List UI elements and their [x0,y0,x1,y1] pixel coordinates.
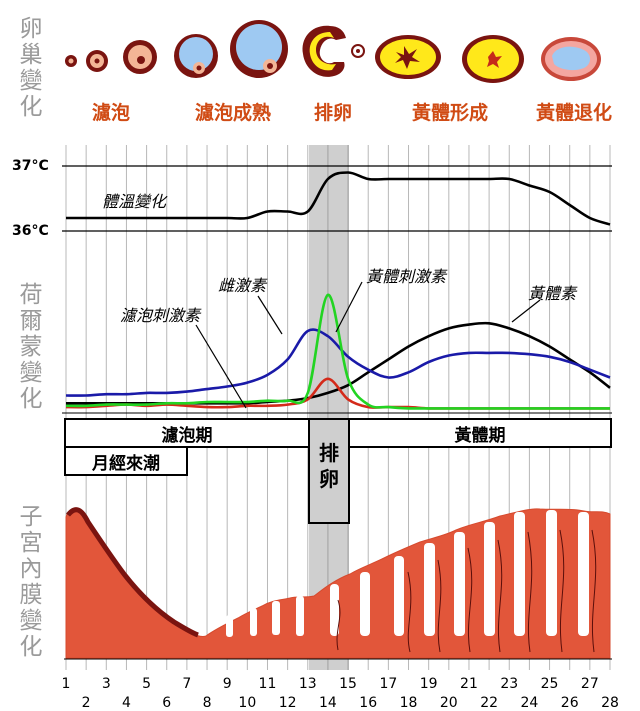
estrogen-pointer [257,295,283,335]
day-label: 17 [379,676,398,692]
follicle-4-antrum [179,37,213,71]
fsh-label: 濾泡刺激素 [120,306,201,325]
temp-high-label: 37°C [12,158,49,174]
endometrium-shedding-edge [66,507,199,638]
temperature-curve [66,171,611,226]
day-label: 26 [560,695,579,711]
follicular-phase-box: 濾泡期 [64,418,310,448]
ovary-changes-label: 卵巢變化 [19,16,43,120]
estrogen-curve [65,328,611,397]
stage-corpus-luteum-regression: 黃體退化 [535,102,613,124]
day-label: 19 [419,676,438,692]
menstruation-box: 月經來潮 [64,446,188,476]
endometrial-glands [226,510,589,637]
day-label: 22 [480,695,499,711]
stage-corpus-luteum-formation: 黃體形成 [411,102,489,124]
follicle-5-antrum [236,24,282,70]
day-label: 16 [359,695,378,711]
follicle-1-center [68,58,74,64]
day-label: 3 [101,676,111,692]
day-label: 25 [540,676,559,692]
day-label: 28 [601,695,619,711]
stage-follicle: 濾泡 [91,102,131,124]
follicle-2-oocyte [94,58,100,64]
day-label: 4 [121,695,131,711]
ruptured-follicle [302,25,346,77]
day-label: 2 [81,695,91,711]
day-label: 8 [202,695,212,711]
luteal-phase-box: 黃體期 [348,418,612,448]
stage-follicle-mature: 濾泡成熟 [194,102,272,124]
day-label: 11 [258,676,277,692]
day-label: 10 [238,695,257,711]
lh-curve [65,293,610,410]
hormone-changes-label: 荷爾蒙變化 [19,282,43,412]
corpus-luteum-2-core [487,51,502,68]
corpus-luteum-1-core [395,46,420,69]
ovulation-box: 排卵 [308,418,350,524]
progesterone-label: 黃體素 [528,284,577,303]
progesterone-pointer [511,299,541,323]
day-label: 14 [319,695,337,711]
ovulation-char: 卵 [319,467,339,491]
day-label: 23 [500,676,519,692]
day-label: 20 [439,695,458,711]
stage-ovulation: 排卵 [313,102,353,124]
day-label: 27 [580,676,599,692]
day-label: 7 [182,676,192,692]
spiral-arteries [336,529,597,653]
ovulation-box-text: 排卵 [310,440,348,492]
day-label: 13 [298,676,317,692]
ovary-stage-illustrations [65,20,601,83]
day-label: 18 [399,695,418,711]
day-label: 24 [520,695,539,711]
ovulation-char: 排 [319,441,339,465]
day-label: 21 [460,676,478,692]
day-label: 6 [162,695,172,711]
temperature-curve-label: 體溫變化 [102,192,167,211]
day-label: 15 [339,676,357,692]
temp-low-label: 36°C [12,223,49,239]
lh-pointer [335,281,363,333]
estrogen-label: 雌激素 [218,276,267,295]
day-label: 5 [142,676,152,692]
day-label: 1 [61,676,71,692]
lh-label: 黃體刺激素 [366,267,447,286]
day-label: 12 [278,695,297,711]
endometrium-changes-label: 子宮內膜變化 [19,504,43,660]
fsh-pointer [195,324,247,409]
follicle-3-oocyte [137,56,145,64]
day-label: 9 [222,676,232,692]
